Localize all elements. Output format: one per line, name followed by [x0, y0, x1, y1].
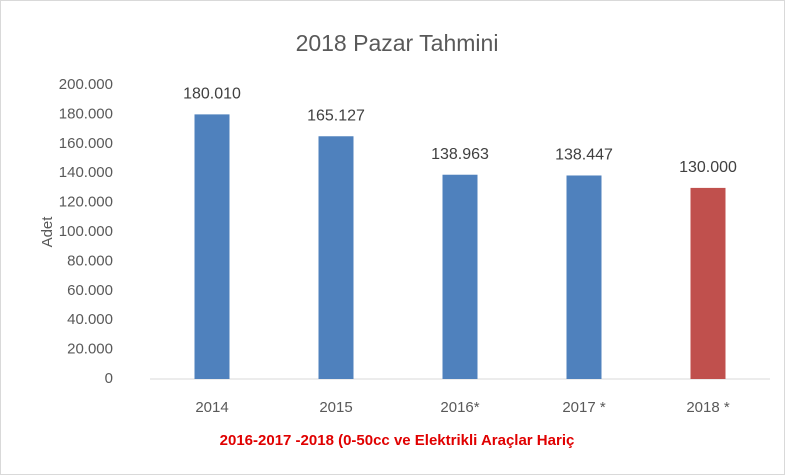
data-label: 138.963 — [431, 146, 489, 163]
annotation: 2016-2017 -2018 (0-50cc ve Elektrikli Ar… — [220, 432, 575, 449]
y-tick-label: 100.000 — [59, 223, 113, 240]
x-tick-label: 2018 * — [686, 399, 730, 416]
data-label: 130.000 — [679, 159, 737, 176]
x-tick-label: 2014 — [195, 399, 228, 416]
x-tick-label: 2015 — [319, 399, 352, 416]
y-tick-label: 80.000 — [67, 252, 113, 269]
bar — [194, 114, 230, 379]
data-label: 138.447 — [555, 147, 613, 164]
y-axis-label: Adet — [39, 216, 56, 248]
y-tick-label: 60.000 — [67, 282, 113, 299]
y-tick-label: 140.000 — [59, 164, 113, 181]
y-tick-label: 200.000 — [59, 76, 113, 93]
bar — [442, 174, 478, 379]
bar — [690, 187, 726, 379]
chart-title: 2018 Pazar Tahmini — [296, 30, 499, 56]
y-tick-label: 0 — [105, 370, 113, 387]
y-tick-label: 20.000 — [67, 341, 113, 358]
data-label: 165.127 — [307, 107, 365, 124]
y-tick-label: 160.000 — [59, 135, 113, 152]
x-tick-label: 2017 * — [562, 399, 606, 416]
data-label: 180.010 — [183, 86, 241, 103]
x-tick-label: 2016* — [440, 399, 479, 416]
bar — [318, 136, 354, 379]
y-tick-label: 180.000 — [59, 105, 113, 122]
bar — [566, 175, 602, 379]
y-tick-label: 120.000 — [59, 194, 113, 211]
y-tick-label: 40.000 — [67, 311, 113, 328]
